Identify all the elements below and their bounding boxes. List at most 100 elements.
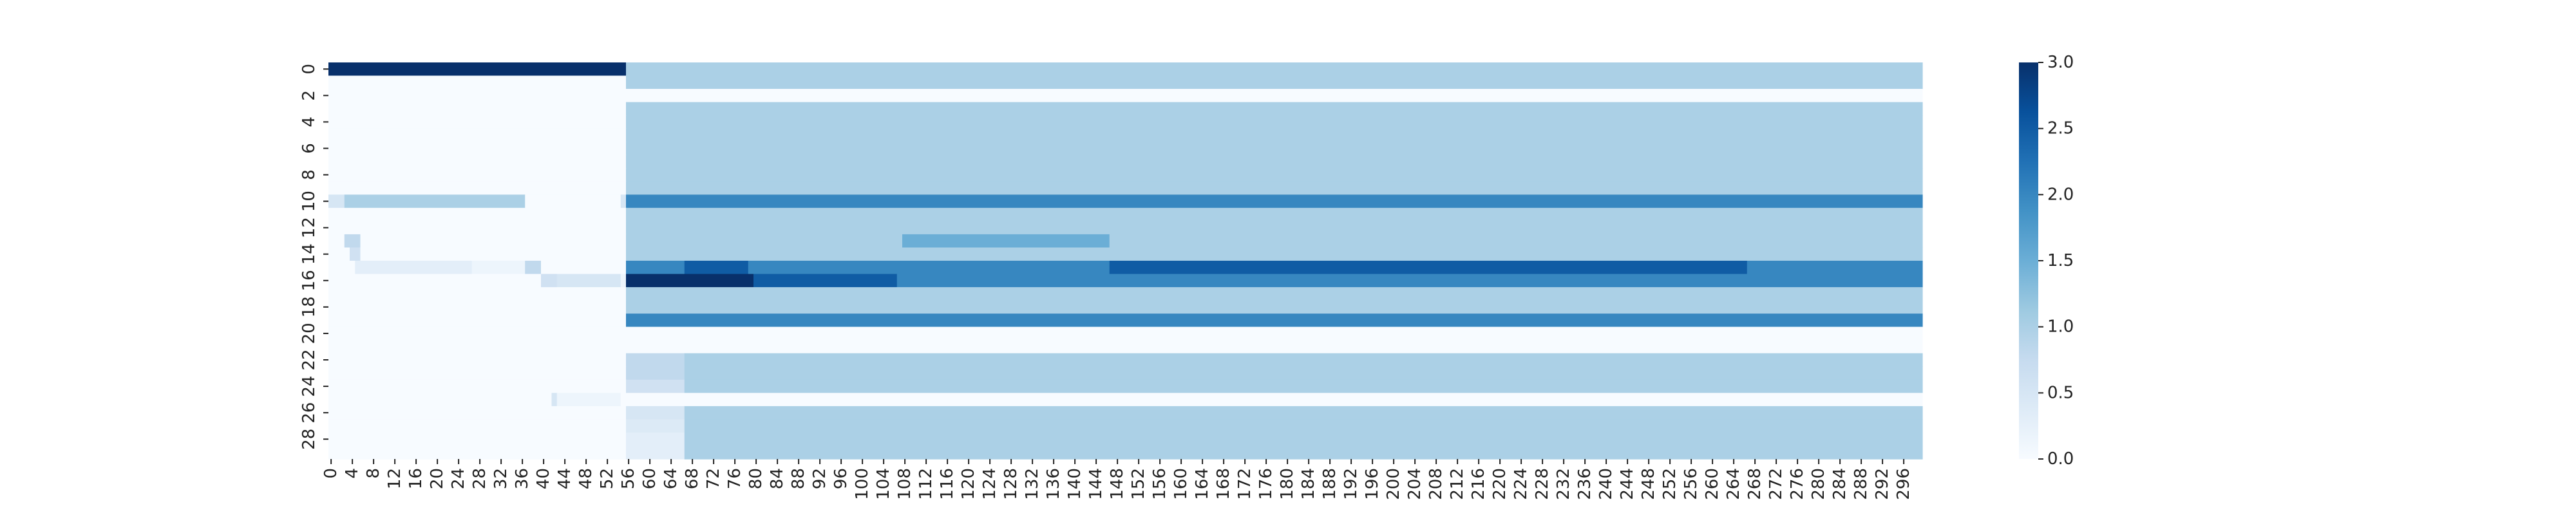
heatmap-cell-row-4 [328,115,627,129]
heatmap-cell-row-24 [684,379,1923,393]
heatmap-cell-row-22 [684,353,1923,367]
x-tick-label: 264 [1724,468,1743,500]
colorbar: 0.0 0.5 1.0 1.5 2.0 2.5 3.0 [2019,53,2074,469]
x-tick-label: 196 [1363,468,1382,500]
x-tick-label: 40 [534,468,553,489]
heatmap-cell-row-1 [626,75,1923,89]
heatmap-cell-row-14 [350,247,361,261]
heatmap-cell-row-15 [525,261,542,275]
x-tick-label: 120 [959,468,978,500]
colorbar-tick-label: 3.0 [2047,53,2074,72]
heatmap-cell-row-24 [626,379,685,393]
x-tick-label: 224 [1511,468,1531,500]
x-tick-label: 140 [1065,468,1084,500]
x-tick-label: 288 [1852,468,1871,500]
heatmap-cell-row-12 [626,221,1923,235]
x-tick-label: 88 [789,468,808,489]
x-tick-label: 100 [853,468,872,500]
heatmap-cell-row-22 [626,353,685,367]
x-tick-label: 216 [1469,468,1488,500]
y-tick-label: 0 [299,64,319,75]
x-tick-label: 260 [1703,468,1722,500]
x-tick-label: 28 [470,468,489,489]
heatmap-cell-row-16 [626,274,754,288]
heatmap-cell-row-10 [328,194,345,209]
heatmap-cell-row-13 [902,234,1110,248]
x-tick-label: 96 [831,468,851,489]
y-tick-label: 24 [299,376,319,397]
x-tick-label: 116 [938,468,957,500]
colorbar-tick-label: 2.5 [2047,119,2074,138]
heatmap-cell-row-25 [551,393,558,407]
x-tick-label: 60 [640,468,659,489]
x-tick-label: 36 [513,468,532,489]
heatmap-cell-row-26 [626,406,685,420]
heatmap-cell-row-4 [626,115,1923,129]
x-tick-label: 272 [1766,468,1786,500]
x-tick-label: 136 [1044,468,1063,500]
heatmap-cell-row-16 [753,274,898,288]
heatmap-cell-row-28 [684,432,1923,447]
x-tick-label: 20 [428,468,447,489]
x-tick-label: 204 [1405,468,1425,500]
x-tick-label: 84 [768,468,787,489]
y-tick-label: 18 [299,296,319,317]
x-tick-label: 56 [619,468,638,489]
heatmap-cell-row-29 [626,445,685,460]
x-tick-label: 164 [1193,468,1212,500]
heatmap-cell-row-11 [328,207,627,221]
x-tick-label: 92 [810,468,829,489]
x-tick-label: 32 [491,468,511,489]
heatmap-cell-row-5 [626,128,1923,142]
heatmap-cell-row-25 [328,393,553,407]
x-tick-label: 208 [1426,468,1446,500]
y-tick-label: 6 [299,143,319,154]
x-tick-label: 192 [1341,468,1361,500]
heatmap-cell-row-21 [328,340,1923,354]
x-tick-label: 276 [1788,468,1807,500]
x-tick-label: 180 [1278,468,1297,500]
y-tick-label: 16 [299,270,319,291]
heatmap-cell-row-10 [344,194,526,209]
heatmap-cell-row-15 [684,261,749,275]
colorbar-tick-label: 0.5 [2047,383,2074,402]
heatmap-cell-row-15 [541,261,627,275]
x-tick-label: 232 [1554,468,1573,500]
x-tick-label: 68 [683,468,702,489]
heatmap-cell-row-2 [328,89,1923,103]
y-tick-label: 2 [299,90,319,101]
x-tick-label: 156 [1150,468,1170,500]
heatmap-cell-row-11 [626,207,1923,221]
x-tick-label: 80 [746,468,766,489]
heatmap-cell-row-14 [360,247,627,261]
heatmap-cell-row-18 [328,300,627,314]
y-tick-label: 20 [299,323,319,344]
x-tick-label: 4 [343,468,362,479]
x-axis: 0 4 8 12 16 20 24 28 32 36 40 44 48 52 56 60 64 68 72 76 80 8… [321,459,1913,500]
colorbar-gradient [2019,62,2038,459]
heatmap-cell-row-18 [626,300,1923,314]
x-tick-label: 296 [1894,468,1913,500]
heatmap-cell-row-28 [626,432,685,447]
heatmap-cell-row-20 [328,326,1923,341]
y-tick-label: 22 [299,349,319,370]
heatmap-cell-row-29 [684,445,1923,460]
y-tick-label: 28 [299,429,319,450]
heatmap-cell-row-7 [626,154,1923,169]
x-tick-label: 44 [555,468,574,489]
heatmap-cell-row-7 [328,154,627,169]
heatmap-cell-row-27 [626,419,685,433]
x-tick-label: 128 [1001,468,1021,500]
x-tick-label: 252 [1660,468,1680,500]
heatmap-cell-row-15 [1109,261,1748,275]
x-tick-label: 220 [1490,468,1510,500]
x-tick-label: 236 [1575,468,1595,500]
x-tick-label: 160 [1171,468,1191,500]
heatmap-cell-row-8 [626,168,1923,182]
heatmap-cell-row-14 [626,247,1923,261]
heatmap-cell-row-13 [1109,234,1923,248]
x-tick-label: 48 [576,468,596,489]
x-tick-label: 24 [449,468,468,489]
colorbar-tick-label: 1.5 [2047,251,2074,270]
